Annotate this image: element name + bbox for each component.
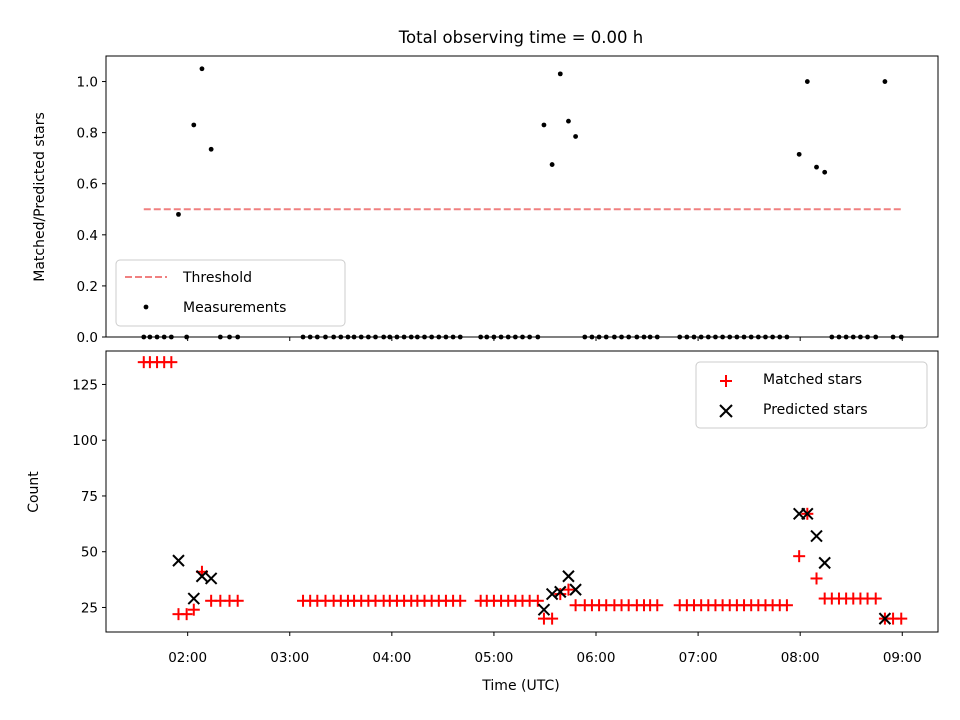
matched-star-point	[546, 612, 559, 625]
top-y-tick-label: 0.0	[77, 330, 98, 346]
top-panel: Total observing time = 0.00 h Matched/Pr…	[32, 28, 939, 346]
bottom-x-tick-label: 05:00	[474, 650, 513, 666]
bottom-y-tick-label: 125	[72, 377, 98, 393]
predicted-star-x-b	[204, 572, 218, 585]
matched-stars-legend-swatch	[720, 375, 732, 387]
matched-star-point	[810, 572, 823, 585]
predicted-star-point	[801, 507, 814, 521]
matched-star-point	[231, 594, 244, 607]
bottom-legend: Matched stars Predicted stars	[695, 361, 928, 429]
top-y-ticks: 0.0 0.2 0.4 0.6 0.8 1.0	[77, 75, 106, 346]
measurement-point	[573, 134, 578, 139]
bottom-x-tick-label: 09:00	[883, 650, 922, 666]
matched-star-point	[554, 588, 567, 601]
measurements-legend-label: Measurements	[183, 300, 286, 316]
bottom-y-tick-label: 25	[81, 600, 98, 616]
bottom-y-ticks: 25 50 75 100 125	[72, 377, 106, 616]
matched-star-point	[869, 592, 882, 605]
top-y-tick-label: 0.6	[77, 177, 98, 193]
measurement-point	[176, 211, 181, 217]
predicted-star-x-b	[810, 529, 823, 543]
matched-star-point	[454, 594, 467, 607]
matched-star-point	[793, 550, 806, 563]
matched-star-point	[187, 603, 200, 616]
top-y-tick-label: 0.8	[77, 126, 98, 142]
bottom-x-tick-label: 08:00	[781, 650, 820, 666]
matched-stars-legend-label: Matched stars	[763, 372, 862, 388]
matched-star-point	[651, 599, 664, 612]
matched-star-point	[531, 594, 544, 607]
measurement-point	[566, 118, 571, 124]
predicted-star-point	[818, 556, 831, 570]
measurement-point	[549, 162, 555, 167]
top-legend-box	[115, 259, 346, 327]
top-y-tick-label: 0.2	[77, 279, 98, 295]
bottom-panel: Count Time (UTC) 25 50 75 100 125 02:00 03:00…	[26, 350, 939, 694]
predicted-star-x-b	[569, 583, 582, 596]
predicted-star-point	[537, 603, 551, 616]
predicted-star-point	[187, 592, 201, 605]
predicted-star-x-b	[554, 585, 567, 599]
predicted-star-x-b	[801, 507, 814, 521]
top-plot-frame	[105, 55, 939, 338]
predicted-star-point	[810, 529, 823, 543]
bottom-x-ticks: 02:00 03:00 04:00 05:00 06:00 07:00 08:00 09:00	[168, 632, 922, 666]
bottom-x-tick-label: 03:00	[270, 650, 309, 666]
bottom-x-tick-label: 04:00	[372, 650, 411, 666]
predicted-star-point	[204, 572, 218, 585]
predicted-star-x-b	[878, 612, 892, 625]
measurement-point	[796, 151, 802, 157]
bottom-legend-box	[695, 361, 928, 429]
bottom-y-tick-label: 50	[81, 545, 98, 561]
bottom-plot-frame	[105, 350, 939, 633]
predicted-star-x-b	[195, 570, 209, 583]
top-y-tick-label: 1.0	[77, 75, 98, 91]
measurement-point	[208, 146, 214, 152]
measurements-legend-swatch	[143, 304, 149, 310]
matched-star-point	[895, 612, 908, 625]
matched-star-point	[780, 599, 793, 612]
predicted-star-point	[569, 583, 582, 596]
bottom-y-axis-label: Count	[26, 471, 42, 513]
measurement-point	[541, 122, 547, 128]
bottom-x-tick-label: 07:00	[679, 650, 718, 666]
top-legend: Threshold Measurements	[115, 259, 346, 327]
predicted-star-x-b	[537, 603, 551, 616]
bottom-plot-data	[137, 356, 908, 625]
predicted-stars-legend-swatch	[719, 404, 733, 418]
predicted-star-x-b	[562, 570, 575, 583]
predicted-star-x-b	[545, 587, 559, 601]
predicted-star-point	[562, 570, 575, 583]
predicted-star-point	[554, 585, 567, 599]
matched-star-point	[180, 608, 193, 621]
predicted-star-point	[195, 570, 209, 583]
matched-star-point	[562, 583, 575, 596]
predicted-star-x-b	[818, 556, 831, 570]
measurement-point	[557, 71, 563, 77]
measurement-point	[804, 79, 810, 84]
predicted-star-x-b	[187, 592, 201, 605]
measurement-point	[814, 164, 819, 170]
measurement-point	[191, 122, 197, 128]
bottom-x-tick-label: 02:00	[168, 650, 207, 666]
top-plot-data	[141, 66, 904, 340]
threshold-legend-label: Threshold	[182, 270, 252, 286]
measurement-point	[822, 169, 828, 175]
top-x-ticks	[187, 337, 903, 341]
matched-star-point	[165, 356, 178, 369]
measurement-point	[199, 66, 205, 72]
bottom-x-tick-label: 06:00	[577, 650, 616, 666]
bottom-y-tick-label: 75	[81, 489, 98, 505]
measurement-point	[882, 79, 888, 84]
predicted-star-point	[878, 612, 892, 625]
predicted-stars-legend-label: Predicted stars	[763, 402, 868, 418]
bottom-y-tick-label: 100	[72, 433, 98, 449]
chart-title: Total observing time = 0.00 h	[398, 28, 643, 47]
predicted-star-point	[172, 554, 185, 567]
top-y-axis-label: Matched/Predicted stars	[32, 112, 48, 282]
predicted-star-x-b	[172, 554, 185, 567]
top-y-tick-label: 0.4	[77, 228, 98, 244]
x-axis-label: Time (UTC)	[481, 678, 559, 694]
